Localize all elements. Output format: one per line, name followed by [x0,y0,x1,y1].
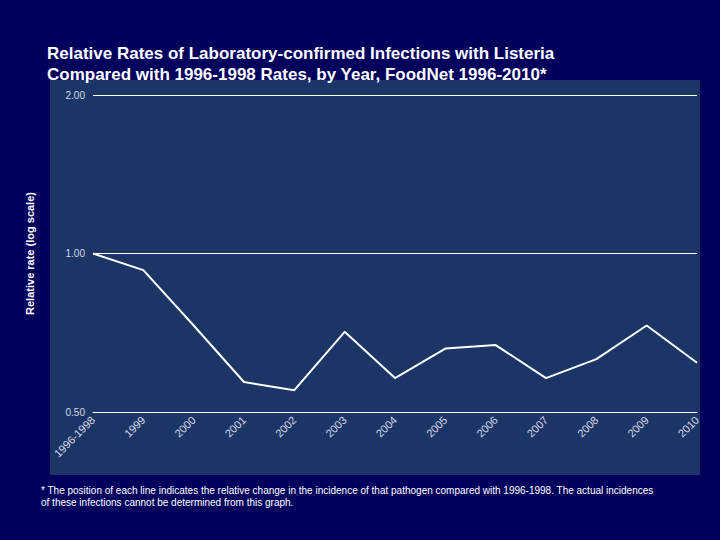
svg-text:2001: 2001 [222,414,248,440]
svg-text:2008: 2008 [575,414,601,440]
svg-text:2.00: 2.00 [66,90,86,101]
svg-text:of these infections cannot be: of these infections cannot be determined… [41,497,293,508]
svg-text:* The position of each line in: * The position of each line indicates th… [41,485,656,496]
svg-text:Relative Rates of Laboratory-c: Relative Rates of Laboratory-confirmed I… [47,44,555,63]
svg-text:2003: 2003 [323,414,349,440]
svg-text:2009: 2009 [625,414,651,440]
svg-text:0.50: 0.50 [66,407,86,418]
svg-text:2000: 2000 [172,414,198,440]
svg-text:1999: 1999 [122,414,148,440]
svg-text:2002: 2002 [273,414,299,440]
svg-text:2006: 2006 [474,414,500,440]
svg-text:2007: 2007 [524,414,550,440]
svg-text:Compared with 1996-1998 Rates,: Compared with 1996-1998 Rates, by Year, … [47,65,547,84]
svg-text:2005: 2005 [424,414,450,440]
svg-text:2010: 2010 [675,414,701,440]
svg-text:1996-1998: 1996-1998 [52,414,98,460]
svg-text:Relative rate (log scale): Relative rate (log scale) [24,192,36,315]
svg-text:1.00: 1.00 [66,248,86,259]
svg-text:2004: 2004 [373,414,399,440]
